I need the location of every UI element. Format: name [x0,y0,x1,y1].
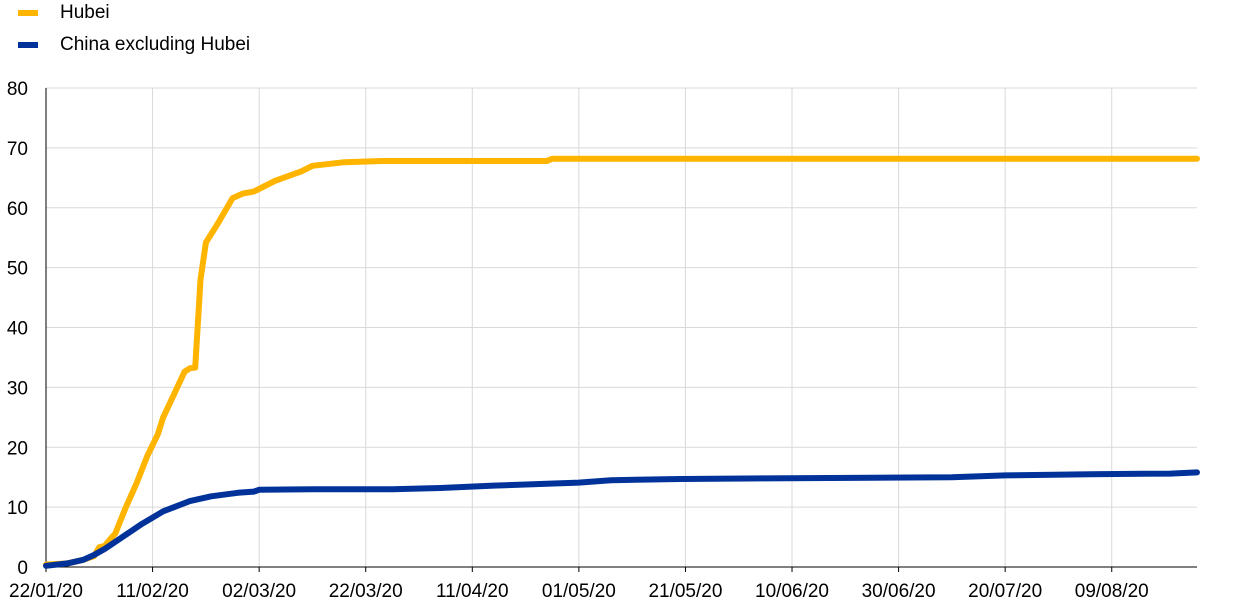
legend-label-china-excluding-hubei: China excluding Hubei [60,34,251,55]
series-line-china-excluding-hubei [43,469,1200,569]
series-line-hubei [43,155,1200,568]
x-tick-label-3: 22/03/20 [329,581,403,602]
y-tick-label-30: 30 [7,378,28,399]
y-tick-label-70: 70 [7,139,28,160]
x-axis-ticks: 22/01/20 11/02/20 02/03/20 22/03/20 11/04/20… [9,581,1149,602]
chart-legend: Hubei China excluding Hubei [18,0,250,60]
x-tick-label-0: 22/01/20 [9,581,83,602]
chart-series [43,155,1200,569]
y-tick-label-40: 40 [7,319,28,340]
legend-item-hubei: Hubei [18,0,250,28]
y-tick-label-60: 60 [7,199,28,220]
y-tick-label-0: 0 [17,558,28,579]
legend-item-china-excluding-hubei: China excluding Hubei [18,30,250,60]
y-tick-label-20: 20 [7,438,28,459]
chart-axes [45,88,1197,572]
x-tick-label-4: 11/04/20 [436,581,509,602]
y-tick-label-50: 50 [7,259,28,280]
x-tick-label-1: 11/02/20 [116,581,189,602]
legend-swatch-hubei [18,10,38,16]
x-tick-label-5: 01/05/20 [542,581,616,602]
x-tick-label-6: 21/05/20 [648,581,722,602]
x-tick-label-2: 02/03/20 [222,581,296,602]
y-tick-label-10: 10 [7,498,28,519]
y-tick-label-80: 80 [7,79,28,100]
x-tick-label-8: 30/06/20 [862,581,936,602]
x-tick-label-10: 09/08/20 [1075,581,1149,602]
legend-label-hubei: Hubei [60,2,110,23]
legend-swatch-china-excluding-hubei [18,42,38,48]
x-tick-label-9: 20/07/20 [968,581,1042,602]
y-axis-ticks: 0 10 20 30 40 50 60 70 80 [7,79,28,579]
x-tick-label-7: 10/06/20 [755,581,829,602]
